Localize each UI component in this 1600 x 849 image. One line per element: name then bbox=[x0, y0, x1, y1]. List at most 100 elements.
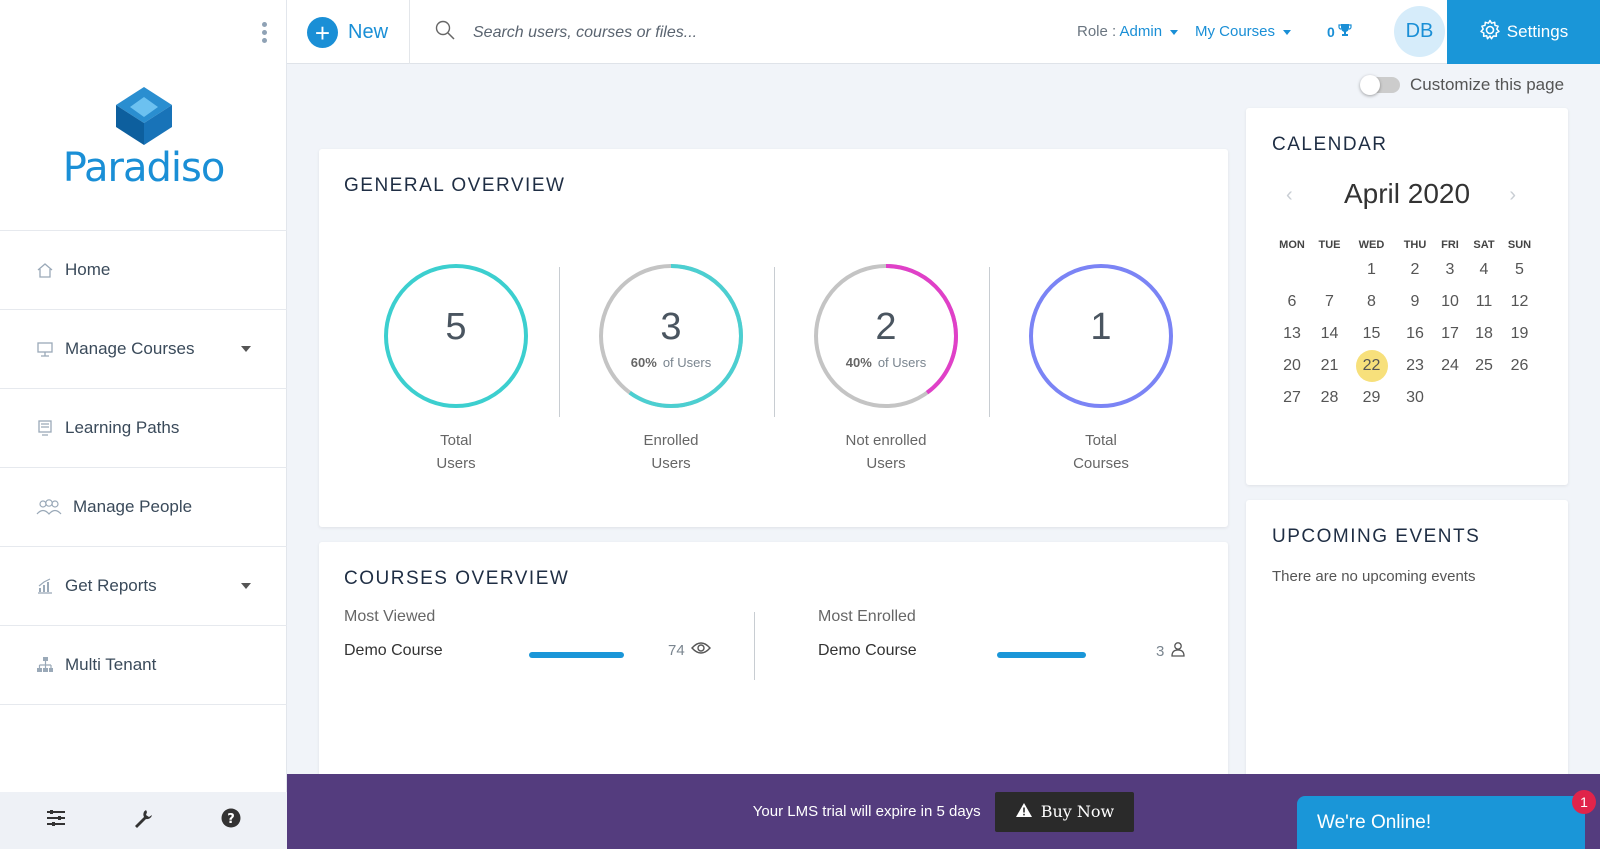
stat-ring: 3 60% of Users bbox=[596, 261, 746, 411]
help-icon[interactable]: ? bbox=[221, 808, 241, 833]
calendar-cell: 13 bbox=[1272, 318, 1312, 350]
calendar-cell bbox=[1312, 254, 1347, 286]
stat-total-users[interactable]: 5 Total Users bbox=[381, 261, 531, 475]
role-selector[interactable]: Role : Admin bbox=[1077, 23, 1179, 40]
plus-icon: + bbox=[307, 17, 338, 48]
sidebar-item-get-reports[interactable]: Get Reports bbox=[0, 547, 287, 626]
sidebar-item-label: Learning Paths bbox=[65, 418, 180, 437]
sidebar-item-multi-tenant[interactable]: Multi Tenant bbox=[0, 626, 287, 705]
calendar-day[interactable]: 14 bbox=[1320, 325, 1339, 342]
calendar-week: 6 7 8 9 10 11 12 bbox=[1272, 286, 1537, 318]
wrench-icon[interactable] bbox=[133, 808, 153, 833]
calendar-day[interactable]: 21 bbox=[1320, 357, 1339, 374]
calendar-cell: 27 bbox=[1272, 382, 1312, 414]
calendar-cell bbox=[1502, 382, 1537, 414]
stat-value: 1 bbox=[1090, 306, 1112, 348]
calendar-day[interactable]: 30 bbox=[1406, 389, 1424, 406]
kebab-menu-icon[interactable] bbox=[262, 22, 268, 46]
my-courses-dropdown[interactable]: My Courses bbox=[1195, 23, 1292, 40]
general-overview-title: GENERAL OVERVIEW bbox=[344, 175, 566, 196]
chevron-down-icon bbox=[1170, 29, 1179, 35]
stat-label: Total Users bbox=[436, 432, 476, 472]
weekday-header: SAT bbox=[1473, 239, 1495, 251]
stat-enrolled-users[interactable]: 3 60% of Users Enrolled Users bbox=[596, 261, 746, 475]
calendar-day[interactable]: 28 bbox=[1320, 389, 1339, 406]
stat-total-courses[interactable]: 1 Total Courses bbox=[1026, 261, 1176, 475]
sidebar-item-label: Multi Tenant bbox=[65, 655, 157, 674]
calendar-day[interactable]: 5 bbox=[1515, 261, 1524, 278]
calendar-day[interactable]: 19 bbox=[1510, 325, 1529, 342]
calendar-day[interactable]: 2 bbox=[1410, 261, 1420, 278]
calendar-day[interactable]: 10 bbox=[1441, 293, 1459, 310]
calendar-day[interactable]: 11 bbox=[1475, 293, 1493, 310]
most-viewed-course[interactable]: Demo Course bbox=[344, 642, 443, 659]
calendar-cell: 12 bbox=[1502, 286, 1537, 318]
calendar-cell: 6 bbox=[1272, 286, 1312, 318]
customize-label: Customize this page bbox=[1410, 75, 1565, 94]
calendar-day[interactable]: 27 bbox=[1283, 389, 1301, 406]
buy-now-button[interactable]: Buy Now bbox=[994, 791, 1135, 832]
stat-label: Enrolled Users bbox=[643, 432, 699, 472]
chevron-down-icon[interactable] bbox=[241, 583, 251, 589]
most-enrolled-count: 3 bbox=[1156, 641, 1186, 661]
upcoming-events-title: UPCOMING EVENTS bbox=[1272, 526, 1481, 547]
brand-logo[interactable]: Paradiso bbox=[0, 85, 287, 191]
customize-toggle[interactable] bbox=[1360, 75, 1400, 95]
avatar[interactable]: DB bbox=[1394, 6, 1445, 57]
calendar-day[interactable]: 4 bbox=[1479, 261, 1489, 278]
sidebar-item-label: Get Reports bbox=[65, 576, 157, 595]
stat-ring: 2 40% of Users bbox=[811, 261, 961, 411]
chat-label: We're Online! bbox=[1317, 811, 1432, 833]
most-viewed-bar bbox=[529, 652, 624, 658]
most-enrolled-course[interactable]: Demo Course bbox=[818, 642, 917, 659]
sidebar-item-learning-paths[interactable]: Learning Paths bbox=[0, 389, 287, 468]
sidebar-item-home[interactable]: Home bbox=[0, 231, 287, 310]
calendar-day[interactable]: 12 bbox=[1510, 293, 1529, 310]
stat-label: Total Courses bbox=[1073, 432, 1129, 472]
stat-value: 5 bbox=[445, 306, 467, 348]
trophy-counter[interactable]: 0 bbox=[1327, 23, 1352, 40]
calendar-day[interactable]: 15 bbox=[1362, 325, 1381, 342]
settings-label: Settings bbox=[1506, 22, 1569, 41]
chevron-right-icon[interactable]: › bbox=[1509, 184, 1516, 206]
calendar-day[interactable]: 16 bbox=[1406, 325, 1424, 342]
stat-not-enrolled-users[interactable]: 2 40% of Users Not enrolled Users bbox=[811, 261, 961, 475]
chevron-down-icon[interactable] bbox=[241, 346, 251, 352]
calendar-day[interactable]: 9 bbox=[1410, 293, 1420, 310]
calendar-cell: 29 bbox=[1347, 382, 1396, 414]
calendar-day[interactable]: 6 bbox=[1287, 293, 1297, 310]
calendar-day[interactable]: 13 bbox=[1283, 325, 1301, 342]
settings-button[interactable]: Settings bbox=[1447, 0, 1600, 64]
calendar-day[interactable]: 7 bbox=[1325, 293, 1334, 310]
calendar-day[interactable]: 26 bbox=[1510, 357, 1529, 374]
calendar-day[interactable]: 17 bbox=[1441, 325, 1459, 342]
calendar-day[interactable]: 25 bbox=[1475, 357, 1493, 374]
chevron-left-icon[interactable]: ‹ bbox=[1286, 184, 1293, 206]
calendar-day[interactable]: 20 bbox=[1283, 357, 1301, 374]
calendar-day[interactable]: 24 bbox=[1441, 357, 1459, 374]
calendar-title: CALENDAR bbox=[1272, 134, 1388, 155]
calendar-day[interactable]: 3 bbox=[1445, 261, 1455, 278]
sidebar-item-manage-courses[interactable]: Manage Courses bbox=[0, 310, 287, 389]
calendar-cell bbox=[1434, 382, 1466, 414]
trophy-icon bbox=[1338, 23, 1352, 40]
weekday-header: WED bbox=[1358, 239, 1385, 251]
sidebar-item-manage-people[interactable]: Manage People bbox=[0, 468, 287, 547]
calendar-cell: 11 bbox=[1466, 286, 1502, 318]
calendar-month: April 2020 bbox=[1343, 178, 1471, 209]
calendar-day[interactable]: 1 bbox=[1367, 261, 1376, 278]
role-value: Admin bbox=[1119, 23, 1163, 40]
calendar-day[interactable]: 8 bbox=[1367, 293, 1376, 310]
calendar-cell: 14 bbox=[1312, 318, 1347, 350]
search-input[interactable] bbox=[473, 23, 773, 42]
calendar-day[interactable]: 23 bbox=[1406, 357, 1424, 374]
calendar-day[interactable]: 29 bbox=[1362, 389, 1381, 406]
chat-widget[interactable]: We're Online! bbox=[1297, 796, 1585, 849]
calendar-day[interactable]: 18 bbox=[1475, 325, 1493, 342]
calendar-cell: 17 bbox=[1434, 318, 1466, 350]
calendar-grid: MON TUE WED THU FRI SAT SUN 1 2 3 4 5 6 7 8 9 10 1… bbox=[1272, 236, 1537, 414]
calendar-day-today[interactable]: 22 bbox=[1355, 350, 1388, 382]
sliders-icon[interactable] bbox=[46, 809, 66, 832]
notification-badge[interactable]: 1 bbox=[1572, 790, 1596, 814]
new-button[interactable]: + New bbox=[307, 17, 388, 48]
